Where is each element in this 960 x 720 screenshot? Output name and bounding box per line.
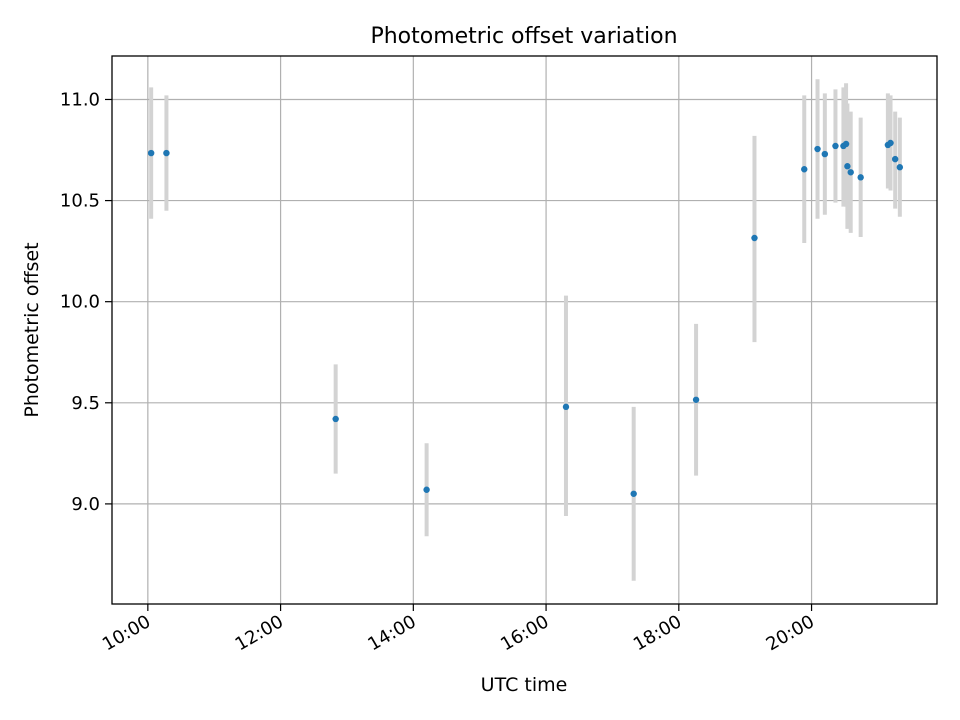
y-axis-ticks: 9.0 9.5 10.0 10.5 11.0 xyxy=(60,89,112,515)
x-tick-label: 20:00 xyxy=(763,611,818,655)
data-point xyxy=(814,145,821,153)
errorbars xyxy=(149,79,902,581)
data-point xyxy=(896,164,904,171)
data-point xyxy=(887,139,894,147)
grid xyxy=(112,56,937,604)
y-tick: 11.0 xyxy=(60,89,112,110)
x-tick: 10:00 xyxy=(99,604,154,655)
data-point xyxy=(751,234,758,242)
x-tick-label: 10:00 xyxy=(99,611,154,655)
y-tick-label: 10.5 xyxy=(60,191,100,212)
data-point xyxy=(423,486,430,493)
y-tick-label: 9.0 xyxy=(71,494,100,515)
data-point xyxy=(163,149,170,157)
y-tick: 9.0 xyxy=(71,494,112,515)
data-point xyxy=(147,149,155,157)
data-point xyxy=(332,415,339,423)
data-points xyxy=(147,139,904,497)
x-tick: 20:00 xyxy=(763,604,818,655)
x-tick-label: 18:00 xyxy=(630,611,685,655)
data-point xyxy=(844,163,851,170)
x-tick: 12:00 xyxy=(232,604,287,655)
data-point xyxy=(801,166,808,173)
data-point xyxy=(832,142,839,150)
y-axis-label: Photometric offset xyxy=(21,242,43,417)
data-point xyxy=(857,174,864,181)
y-tick: 10.5 xyxy=(60,191,112,212)
y-tick-label: 10.0 xyxy=(60,292,100,313)
x-tick-label: 16:00 xyxy=(497,611,552,655)
x-tick: 14:00 xyxy=(364,604,420,655)
chart-title: Photometric offset variation xyxy=(370,24,677,49)
data-point xyxy=(692,396,700,403)
data-point xyxy=(842,140,850,148)
y-tick: 10.0 xyxy=(60,292,112,313)
x-axis-ticks: 10:00 12:00 14:00 16:00 18:00 20:00 xyxy=(99,604,818,655)
x-tick: 16:00 xyxy=(497,604,553,655)
data-point xyxy=(847,169,854,176)
x-axis-label: UTC time xyxy=(481,674,568,696)
plot-frame xyxy=(111,55,938,605)
y-tick: 9.5 xyxy=(71,393,112,414)
y-tick-label: 11.0 xyxy=(60,89,100,110)
x-tick-label: 14:00 xyxy=(364,611,419,655)
y-tick-label: 9.5 xyxy=(71,393,100,414)
x-tick: 18:00 xyxy=(630,604,685,655)
data-point xyxy=(891,155,899,163)
x-tick-label: 12:00 xyxy=(232,611,287,655)
data-point xyxy=(821,150,829,158)
data-point xyxy=(630,490,637,497)
data-point xyxy=(562,403,570,411)
